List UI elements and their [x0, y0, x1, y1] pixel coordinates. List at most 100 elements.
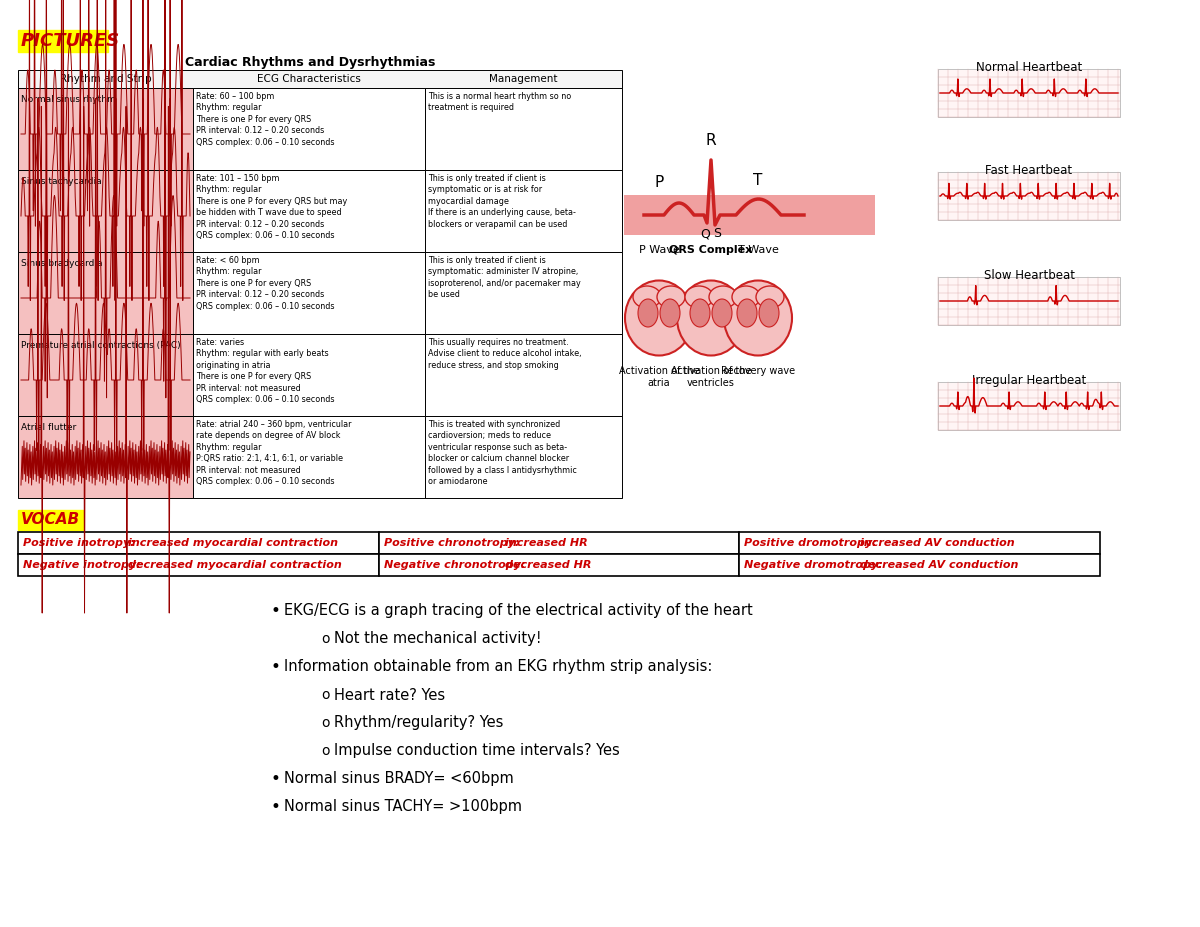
- Text: Normal sinus BRADY= <60bpm: Normal sinus BRADY= <60bpm: [284, 771, 514, 786]
- Text: increased HR: increased HR: [505, 538, 588, 548]
- Bar: [18, 170, 193, 252]
- Text: PICTURES: PICTURES: [22, 32, 120, 50]
- Text: Management: Management: [490, 74, 558, 84]
- Text: •: •: [270, 770, 280, 788]
- Ellipse shape: [732, 286, 760, 308]
- Text: Slow Heartbeat: Slow Heartbeat: [984, 269, 1074, 282]
- Bar: [18, 532, 379, 554]
- Text: Rhythm/regularity? Yes: Rhythm/regularity? Yes: [334, 716, 503, 730]
- Bar: [425, 170, 622, 252]
- Text: This is treated with synchronized
cardioversion; meds to reduce
ventricular resp: This is treated with synchronized cardio…: [428, 420, 577, 487]
- Bar: [193, 252, 425, 334]
- Bar: [193, 334, 425, 416]
- Text: EKG/ECG is a graph tracing of the electrical activity of the heart: EKG/ECG is a graph tracing of the electr…: [284, 603, 752, 618]
- Text: T: T: [754, 173, 763, 188]
- Text: Activation of the
atria: Activation of the atria: [619, 366, 700, 387]
- Text: Normal Heartbeat: Normal Heartbeat: [976, 60, 1082, 73]
- Text: Normal sinus rhythm: Normal sinus rhythm: [22, 95, 115, 104]
- Bar: [425, 88, 622, 170]
- Bar: [938, 172, 1120, 220]
- Bar: [18, 334, 193, 416]
- Ellipse shape: [690, 299, 710, 327]
- Text: increased AV conduction: increased AV conduction: [860, 538, 1014, 548]
- Bar: [18, 70, 622, 88]
- Text: Normal sinus TACHY= >100bpm: Normal sinus TACHY= >100bpm: [284, 799, 522, 815]
- Text: Rate: 60 – 100 bpm
Rhythm: regular
There is one P for every QRS
PR interval: 0.1: Rate: 60 – 100 bpm Rhythm: regular There…: [196, 92, 335, 146]
- Text: Cardiac Rhythms and Dysrhythmias: Cardiac Rhythms and Dysrhythmias: [185, 56, 436, 69]
- Text: This is a normal heart rhythm so no
treatment is required: This is a normal heart rhythm so no trea…: [428, 92, 571, 112]
- Text: o: o: [322, 744, 330, 758]
- Text: o: o: [322, 716, 330, 730]
- Text: o: o: [322, 632, 330, 646]
- Text: This usually requires no treatment.
Advise client to reduce alcohol intake,
redu: This usually requires no treatment. Advi…: [428, 338, 582, 370]
- Bar: [18, 510, 83, 530]
- Ellipse shape: [737, 299, 757, 327]
- Text: Negative dromotropy:: Negative dromotropy:: [744, 560, 887, 570]
- Text: This is only treated if client is
symptomatic or is at risk for
myocardial damag: This is only treated if client is sympto…: [428, 174, 576, 229]
- Text: increased myocardial contraction: increased myocardial contraction: [127, 538, 337, 548]
- Bar: [379, 532, 739, 554]
- Text: Impulse conduction time intervals? Yes: Impulse conduction time intervals? Yes: [334, 743, 619, 758]
- Ellipse shape: [760, 299, 779, 327]
- Ellipse shape: [634, 286, 661, 308]
- Bar: [18, 554, 379, 576]
- Text: T Wave: T Wave: [738, 245, 779, 255]
- Bar: [193, 416, 425, 498]
- Text: Irregular Heartbeat: Irregular Heartbeat: [972, 374, 1086, 387]
- Ellipse shape: [660, 299, 680, 327]
- Text: VOCAB: VOCAB: [22, 513, 80, 527]
- Text: decreased myocardial contraction: decreased myocardial contraction: [127, 560, 341, 570]
- Text: P: P: [654, 175, 664, 190]
- Text: decreased HR: decreased HR: [505, 560, 592, 570]
- Bar: [739, 532, 1100, 554]
- Text: R: R: [706, 133, 716, 148]
- Bar: [938, 382, 1120, 430]
- Text: Negative chronotropy:: Negative chronotropy:: [384, 560, 529, 570]
- Ellipse shape: [756, 286, 784, 308]
- Text: Sinus tachycardia: Sinus tachycardia: [22, 177, 102, 186]
- Bar: [18, 88, 193, 170]
- Ellipse shape: [625, 281, 694, 355]
- Text: Activation of the
ventricles: Activation of the ventricles: [671, 366, 751, 387]
- Ellipse shape: [677, 281, 745, 355]
- Bar: [938, 277, 1120, 325]
- Text: S: S: [713, 227, 721, 240]
- Text: Heart rate? Yes: Heart rate? Yes: [334, 688, 445, 703]
- Text: decreased AV conduction: decreased AV conduction: [860, 560, 1019, 570]
- Text: •: •: [270, 798, 280, 816]
- Text: Positive inotropy:: Positive inotropy:: [23, 538, 139, 548]
- Text: Positive dromotropy:: Positive dromotropy:: [744, 538, 881, 548]
- Bar: [425, 334, 622, 416]
- Ellipse shape: [709, 286, 737, 308]
- Ellipse shape: [638, 299, 658, 327]
- Bar: [938, 69, 1120, 117]
- Text: •: •: [270, 658, 280, 676]
- Text: Rate: 101 – 150 bpm
Rhythm: regular
There is one P for every QRS but may
be hidd: Rate: 101 – 150 bpm Rhythm: regular Ther…: [196, 174, 347, 240]
- Text: Not the mechanical activity!: Not the mechanical activity!: [334, 631, 541, 646]
- Bar: [193, 170, 425, 252]
- Bar: [425, 252, 622, 334]
- Bar: [739, 554, 1100, 576]
- Text: Atrial flutter: Atrial flutter: [22, 423, 77, 432]
- Bar: [425, 416, 622, 498]
- Text: Rhythm and Strip: Rhythm and Strip: [60, 74, 151, 84]
- Bar: [379, 554, 739, 576]
- Ellipse shape: [685, 286, 713, 308]
- Text: P Wave: P Wave: [638, 245, 679, 255]
- Bar: [18, 30, 108, 52]
- Ellipse shape: [712, 299, 732, 327]
- Text: Q: Q: [700, 227, 710, 240]
- Ellipse shape: [658, 286, 685, 308]
- Text: o: o: [322, 688, 330, 702]
- Text: Positive chronotropy:: Positive chronotropy:: [384, 538, 523, 548]
- Text: Rate: < 60 bpm
Rhythm: regular
There is one P for every QRS
PR interval: 0.12 – : Rate: < 60 bpm Rhythm: regular There is …: [196, 256, 335, 311]
- Bar: [193, 88, 425, 170]
- Text: Information obtainable from an EKG rhythm strip analysis:: Information obtainable from an EKG rhyth…: [284, 659, 713, 675]
- Text: QRS Complex: QRS Complex: [670, 245, 752, 255]
- Text: Negative inotropy:: Negative inotropy:: [23, 560, 145, 570]
- Text: Recovery wave: Recovery wave: [721, 366, 796, 376]
- Text: ECG Characteristics: ECG Characteristics: [257, 74, 361, 84]
- Text: This is only treated if client is
symptomatic: administer IV atropine,
isoproter: This is only treated if client is sympto…: [428, 256, 581, 299]
- Ellipse shape: [724, 281, 792, 355]
- Text: Fast Heartbeat: Fast Heartbeat: [985, 163, 1073, 176]
